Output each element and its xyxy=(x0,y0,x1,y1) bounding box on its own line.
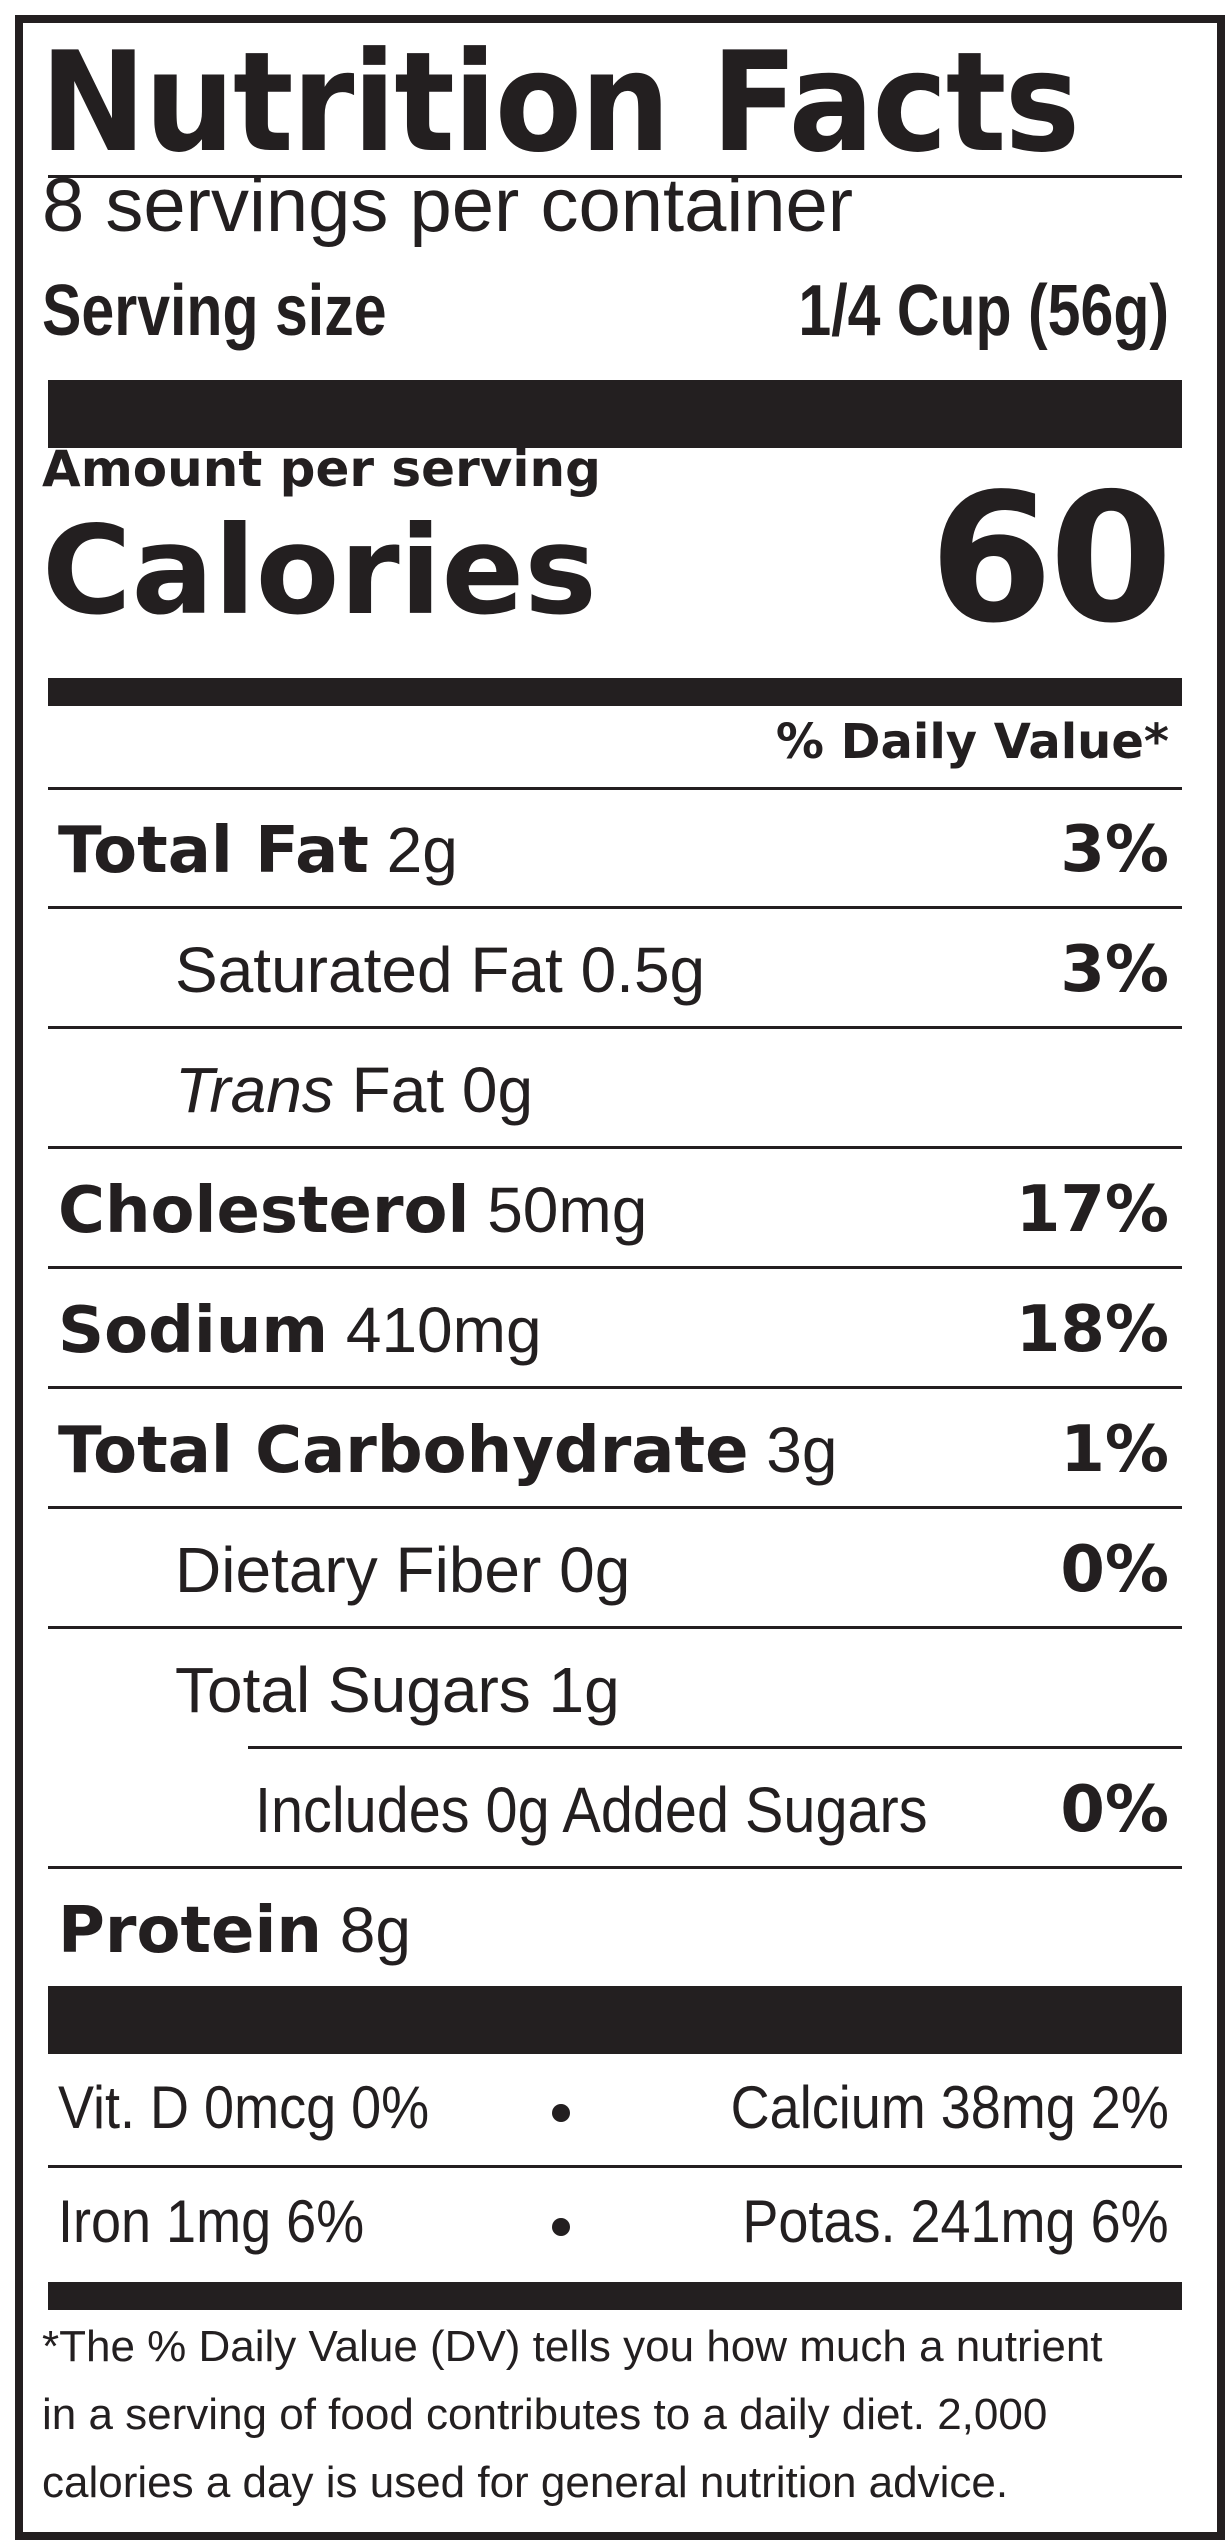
thick-rule-calories xyxy=(48,678,1182,706)
thick-rule-vitamins xyxy=(48,1986,1182,2054)
daily-value-header: % Daily Value* xyxy=(775,714,1169,770)
serving-size-label: Serving size xyxy=(42,271,387,351)
calcium: Calcium 38mg 2% xyxy=(730,2074,1169,2141)
sodium-dv: 18% xyxy=(1015,1293,1169,1367)
rule-dv xyxy=(48,787,1182,790)
title-rule xyxy=(48,175,1182,178)
cholesterol-row: Cholesterol 50mg xyxy=(58,1178,647,1243)
added-sugars-name: Includes 0g Added Sugars xyxy=(255,1774,928,1846)
rule-1 xyxy=(48,906,1182,909)
cholesterol-dv: 17% xyxy=(1015,1173,1169,1247)
servings-per-container: 8 servings per container xyxy=(42,163,854,248)
bullet-dot-1 xyxy=(552,2104,570,2122)
total-fat-dv: 3% xyxy=(1060,813,1169,887)
calories-value: 60 xyxy=(929,455,1173,662)
rule-6 xyxy=(48,1506,1182,1509)
carbohydrate-dv: 1% xyxy=(1060,1413,1169,1487)
carbohydrate-amount: 3g xyxy=(766,1414,838,1486)
carbohydrate-row: Total Carbohydrate 3g xyxy=(58,1418,837,1483)
footnote-line-2: in a serving of food contributes to a da… xyxy=(42,2390,1048,2439)
saturated-fat-name: Saturated Fat 0.5g xyxy=(175,934,706,1006)
bullet-dot-2 xyxy=(552,2218,570,2236)
cholesterol-name: Cholesterol xyxy=(58,1174,470,1248)
rule-3 xyxy=(48,1146,1182,1149)
label-title: Nutrition Facts xyxy=(40,22,1080,183)
amount-per-serving: Amount per serving xyxy=(42,440,601,498)
thick-rule-top xyxy=(48,380,1182,448)
rule-5 xyxy=(48,1386,1182,1389)
sodium-name: Sodium xyxy=(58,1294,329,1368)
thick-rule-bottom xyxy=(48,2282,1182,2310)
sodium-row: Sodium 410mg xyxy=(58,1298,542,1363)
calories-label: Calories xyxy=(42,500,597,642)
dietary-fiber-dv: 0% xyxy=(1060,1533,1169,1607)
potassium: Potas. 241mg 6% xyxy=(742,2188,1169,2255)
footnote-line-3: calories a day is used for general nutri… xyxy=(42,2458,1009,2507)
iron: Iron 1mg 6% xyxy=(58,2188,365,2255)
trans-fat-row: Trans Fat 0g xyxy=(175,1058,533,1122)
protein-amount: 8g xyxy=(339,1894,411,1966)
rule-4 xyxy=(48,1266,1182,1269)
vit-d: Vit. D 0mcg 0% xyxy=(58,2074,430,2141)
total-fat-amount: 2g xyxy=(386,814,458,886)
rule-vitamins xyxy=(48,2165,1182,2168)
total-sugars-name: Total Sugars 1g xyxy=(175,1654,620,1726)
added-sugars-dv: 0% xyxy=(1060,1773,1169,1847)
serving-size-value: 1/4 Cup (56g) xyxy=(798,271,1169,351)
protein-row: Protein 8g xyxy=(58,1898,411,1963)
carbohydrate-name: Total Carbohydrate xyxy=(58,1414,749,1488)
protein-name: Protein xyxy=(58,1894,322,1968)
rule-7 xyxy=(48,1626,1182,1629)
footnote-line-1: *The % Daily Value (DV) tells you how mu… xyxy=(42,2322,1103,2371)
sodium-amount: 410mg xyxy=(345,1294,542,1366)
rule-8 xyxy=(248,1746,1182,1749)
rule-2 xyxy=(48,1026,1182,1029)
cholesterol-amount: 50mg xyxy=(487,1174,648,1246)
rule-9 xyxy=(48,1866,1182,1869)
trans-fat-italic: Trans xyxy=(175,1054,334,1126)
total-fat-row: Total Fat 2g xyxy=(58,818,458,883)
dietary-fiber-name: Dietary Fiber 0g xyxy=(175,1534,631,1606)
saturated-fat-dv: 3% xyxy=(1060,933,1169,1007)
total-fat-name: Total Fat xyxy=(58,814,369,888)
trans-fat-rest: Fat 0g xyxy=(351,1054,534,1126)
